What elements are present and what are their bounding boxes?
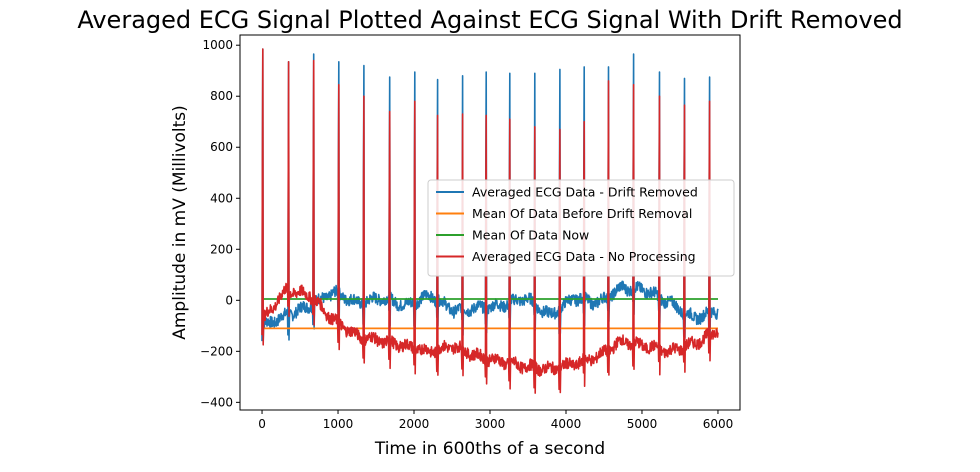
x-tick-label: 1000 xyxy=(323,417,354,431)
legend-label-2: Mean Of Data Now xyxy=(472,228,589,243)
legend-label-3: Averaged ECG Data - No Processing xyxy=(472,249,696,264)
x-tick-label: 0 xyxy=(258,417,266,431)
y-tick-label: 600 xyxy=(210,140,233,154)
y-tick-label: 0 xyxy=(225,293,233,307)
x-tick-label: 4000 xyxy=(551,417,582,431)
x-tick-label: 3000 xyxy=(475,417,506,431)
y-tick-label: 800 xyxy=(210,89,233,103)
x-axis-label: Time in 600ths of a second xyxy=(374,439,605,459)
series-line-3 xyxy=(261,48,719,394)
y-tick-label: −400 xyxy=(200,395,233,409)
y-tick-label: −200 xyxy=(200,344,233,358)
legend-label-0: Averaged ECG Data - Drift Removed xyxy=(472,185,698,200)
x-tick-label: 2000 xyxy=(399,417,430,431)
y-tick-label: 400 xyxy=(210,191,233,205)
y-tick-label: 200 xyxy=(210,242,233,256)
legend-label-1: Mean Of Data Before Drift Removal xyxy=(472,206,692,221)
chart-title: Averaged ECG Signal Plotted Against ECG … xyxy=(77,6,903,34)
y-tick-label: 1000 xyxy=(202,38,233,52)
legend-box xyxy=(427,179,735,277)
x-tick-label: 6000 xyxy=(703,417,734,431)
x-tick-label: 5000 xyxy=(627,417,658,431)
y-axis-label: Amplitude in mV (Millivolts) xyxy=(170,105,190,340)
